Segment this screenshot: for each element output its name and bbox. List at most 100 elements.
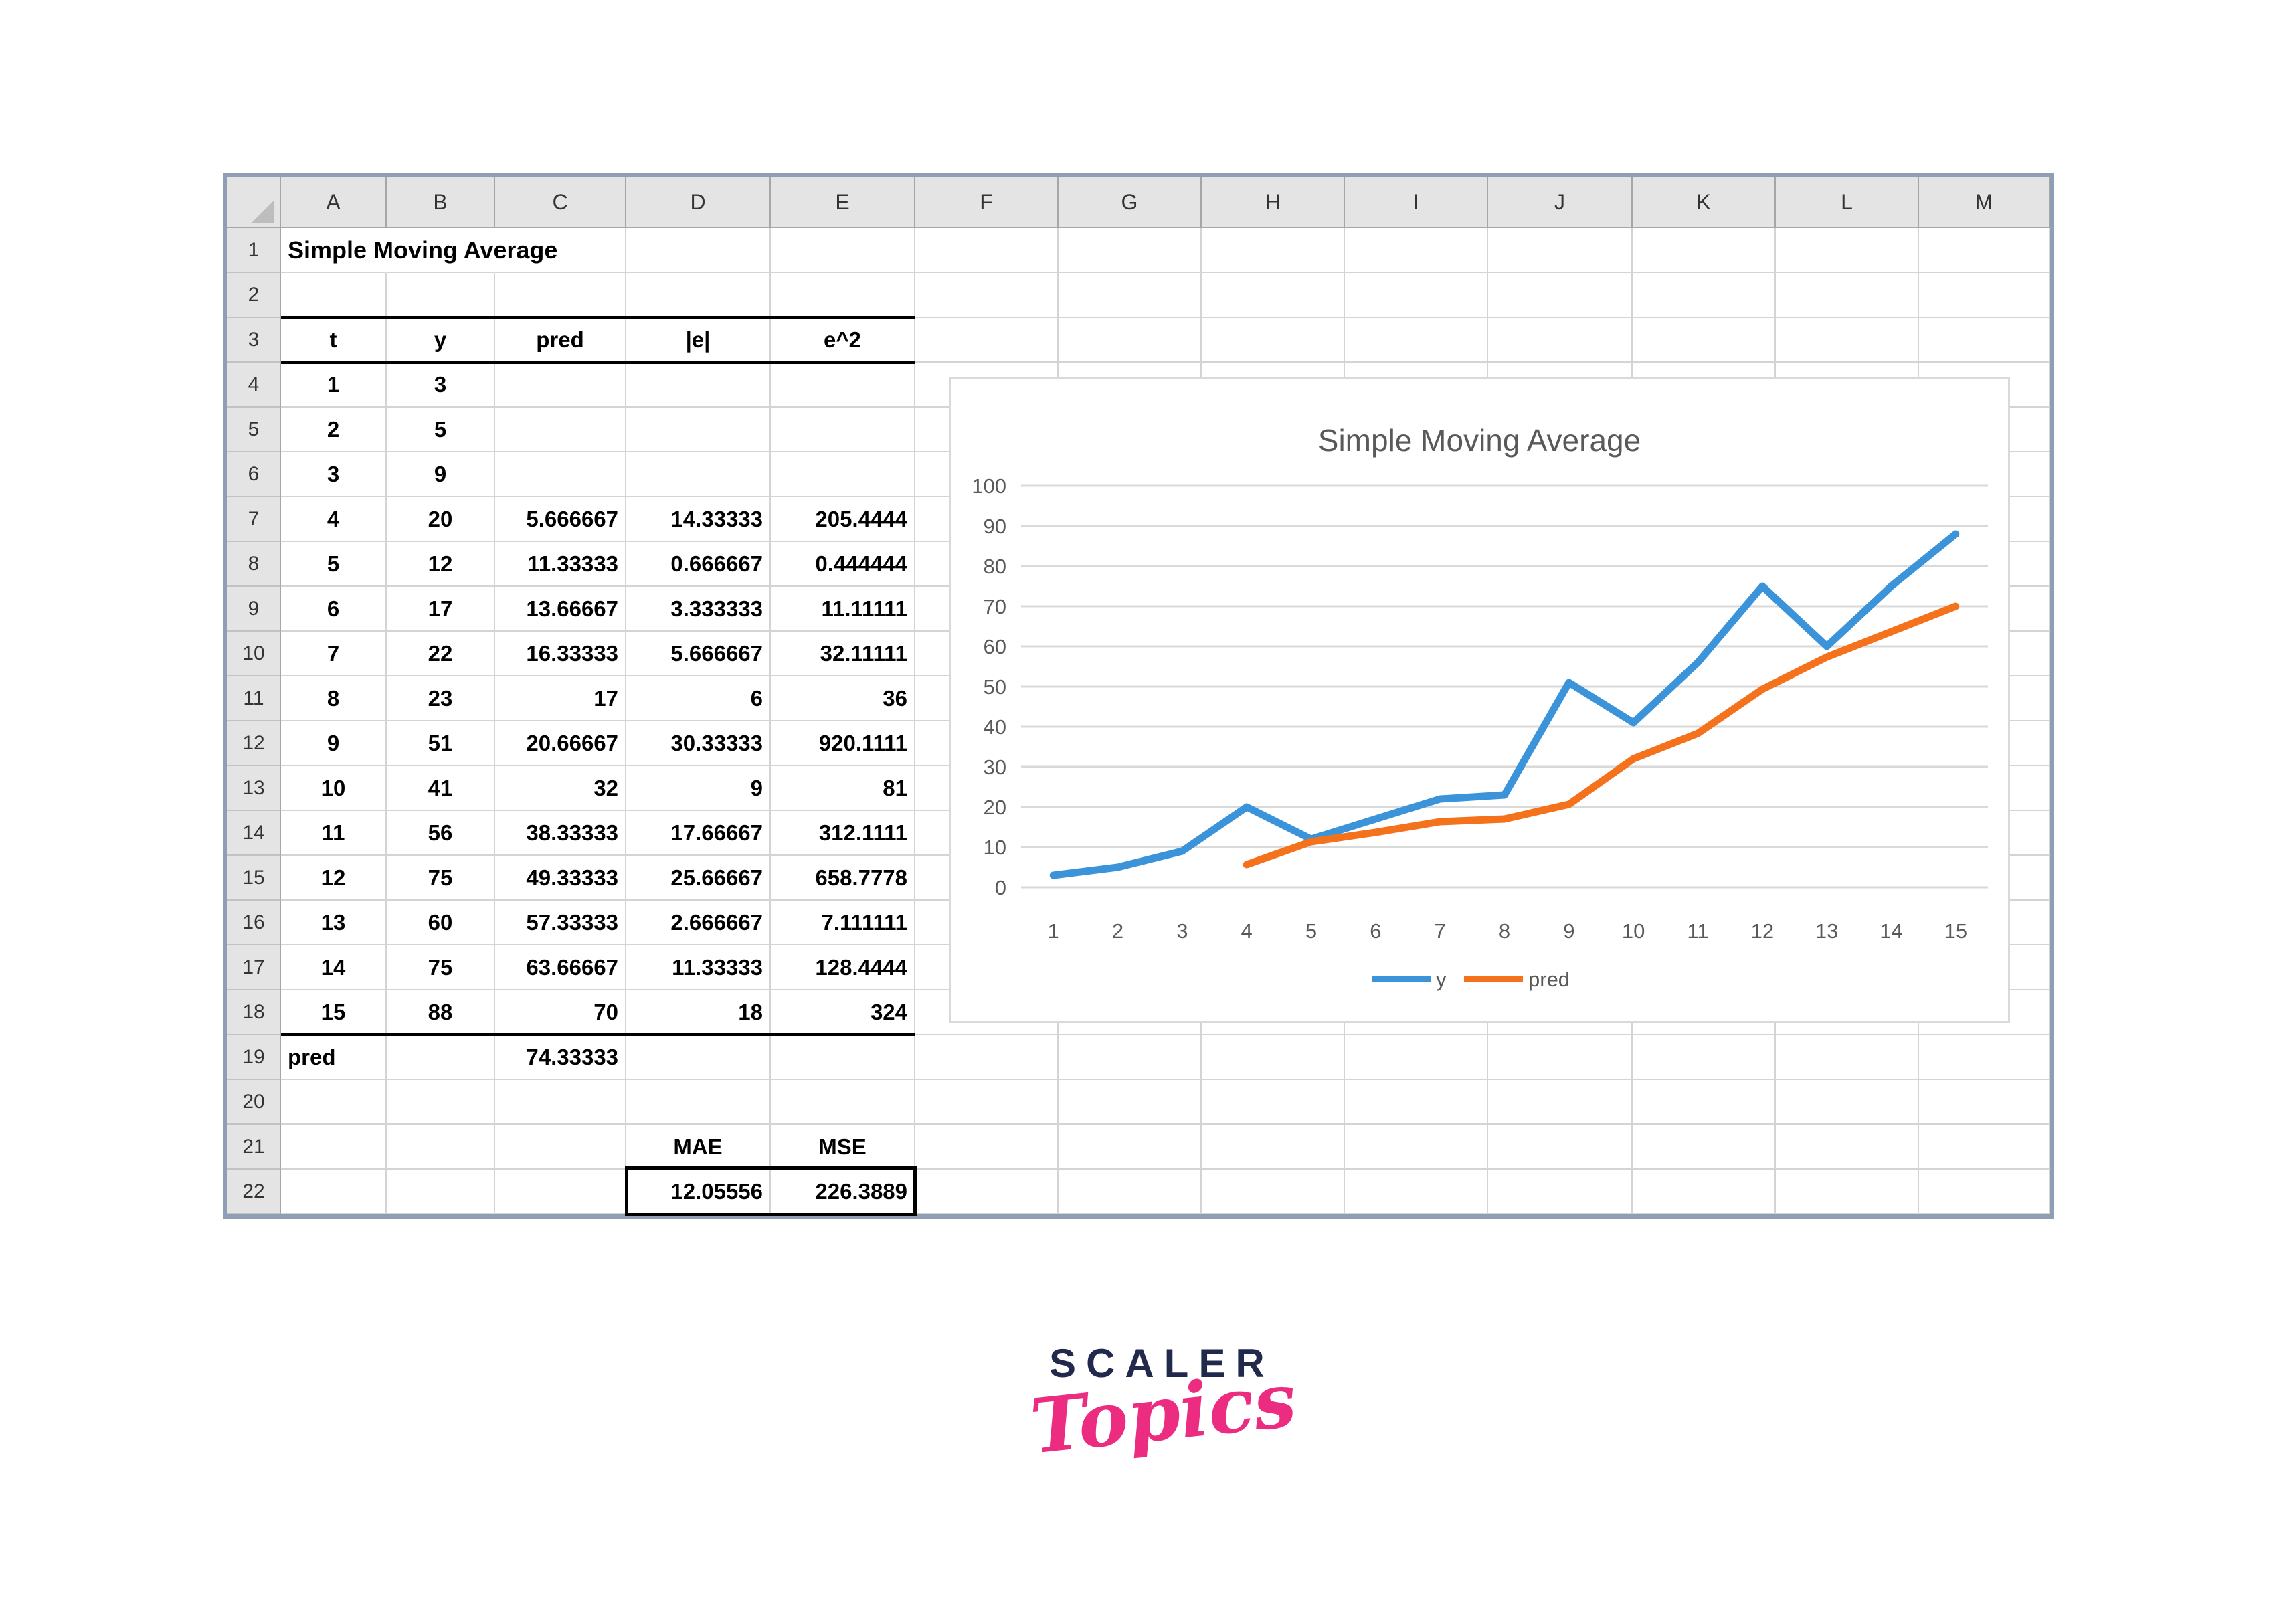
cell-J20[interactable] <box>1488 1080 1633 1125</box>
cell-J1[interactable] <box>1488 228 1633 273</box>
row-header-6[interactable]: 6 <box>227 452 281 497</box>
cell-E19[interactable] <box>771 1035 915 1080</box>
cell-B18[interactable]: 88 <box>387 990 495 1035</box>
cell-E18[interactable]: 324 <box>771 990 915 1035</box>
cell-B4[interactable]: 3 <box>387 363 495 408</box>
legend-swatch-y[interactable] <box>1372 976 1431 982</box>
cell-B16[interactable]: 60 <box>387 901 495 945</box>
cell-A5[interactable]: 2 <box>281 408 387 452</box>
cell-F20[interactable] <box>915 1080 1059 1125</box>
cell-A1[interactable]: Simple Moving Average <box>281 228 557 273</box>
row-header-2[interactable]: 2 <box>227 273 281 318</box>
cell-B19[interactable] <box>387 1035 495 1080</box>
cell-B5[interactable]: 5 <box>387 408 495 452</box>
row-header-11[interactable]: 11 <box>227 676 281 721</box>
cell-F22[interactable] <box>915 1170 1059 1214</box>
cell-C7[interactable]: 5.666667 <box>495 497 626 542</box>
cell-D21[interactable]: MAE <box>626 1125 771 1170</box>
cell-K19[interactable] <box>1633 1035 1776 1080</box>
cell-K20[interactable] <box>1633 1080 1776 1125</box>
cell-A2[interactable] <box>281 273 387 318</box>
col-header-D[interactable]: D <box>626 177 771 228</box>
cell-G1[interactable] <box>1059 228 1202 273</box>
cell-I20[interactable] <box>1345 1080 1488 1125</box>
cell-B15[interactable]: 75 <box>387 856 495 901</box>
cell-A13[interactable]: 10 <box>281 766 387 811</box>
cell-L22[interactable] <box>1776 1170 1919 1214</box>
cell-D10[interactable]: 5.666667 <box>626 632 771 676</box>
cell-L19[interactable] <box>1776 1035 1919 1080</box>
row-header-8[interactable]: 8 <box>227 542 281 587</box>
col-header-L[interactable]: L <box>1776 177 1919 228</box>
cell-E4[interactable] <box>771 363 915 408</box>
cell-C10[interactable]: 16.33333 <box>495 632 626 676</box>
cell-B14[interactable]: 56 <box>387 811 495 856</box>
cell-A4[interactable]: 1 <box>281 363 387 408</box>
cell-C3[interactable]: pred <box>495 318 626 363</box>
cell-C22[interactable] <box>495 1170 626 1214</box>
cell-F19[interactable] <box>915 1035 1059 1080</box>
legend-swatch-pred[interactable] <box>1464 976 1523 982</box>
row-header-4[interactable]: 4 <box>227 363 281 408</box>
cell-E5[interactable] <box>771 408 915 452</box>
cell-E13[interactable]: 81 <box>771 766 915 811</box>
cell-H2[interactable] <box>1202 273 1345 318</box>
cell-E9[interactable]: 11.11111 <box>771 587 915 632</box>
col-header-E[interactable]: E <box>771 177 915 228</box>
cell-C18[interactable]: 70 <box>495 990 626 1035</box>
cell-A19[interactable]: pred <box>281 1035 387 1080</box>
cell-M18[interactable] <box>1919 990 2050 1035</box>
cell-E11[interactable]: 36 <box>771 676 915 721</box>
cell-A20[interactable] <box>281 1080 387 1125</box>
col-header-H[interactable]: H <box>1202 177 1345 228</box>
cell-C21[interactable] <box>495 1125 626 1170</box>
cell-A8[interactable]: 5 <box>281 542 387 587</box>
cell-J21[interactable] <box>1488 1125 1633 1170</box>
cell-C15[interactable]: 49.33333 <box>495 856 626 901</box>
legend-label-y[interactable]: y <box>1436 968 1447 991</box>
cell-D2[interactable] <box>626 273 771 318</box>
cell-E8[interactable]: 0.444444 <box>771 542 915 587</box>
cell-E21[interactable]: MSE <box>771 1125 915 1170</box>
cell-G21[interactable] <box>1059 1125 1202 1170</box>
cell-C5[interactable] <box>495 408 626 452</box>
cell-D8[interactable]: 0.666667 <box>626 542 771 587</box>
cell-D16[interactable]: 2.666667 <box>626 901 771 945</box>
col-header-B[interactable]: B <box>387 177 495 228</box>
cell-E22[interactable]: 226.3889 <box>771 1170 915 1214</box>
row-header-19[interactable]: 19 <box>227 1035 281 1080</box>
cell-C13[interactable]: 32 <box>495 766 626 811</box>
row-header-18[interactable]: 18 <box>227 990 281 1035</box>
row-header-13[interactable]: 13 <box>227 766 281 811</box>
cell-B10[interactable]: 22 <box>387 632 495 676</box>
row-header-17[interactable]: 17 <box>227 945 281 990</box>
chart[interactable]: Simple Moving Average 0 10 20 30 40 50 60 70 80 90… <box>949 377 2010 1023</box>
cell-M2[interactable] <box>1919 273 2050 318</box>
cell-B8[interactable]: 12 <box>387 542 495 587</box>
cell-H22[interactable] <box>1202 1170 1345 1214</box>
cell-E14[interactable]: 312.1111 <box>771 811 915 856</box>
cell-B17[interactable]: 75 <box>387 945 495 990</box>
cell-A17[interactable]: 14 <box>281 945 387 990</box>
cell-D7[interactable]: 14.33333 <box>626 497 771 542</box>
col-header-F[interactable]: F <box>915 177 1059 228</box>
cell-E1[interactable] <box>771 228 915 273</box>
cell-C8[interactable]: 11.33333 <box>495 542 626 587</box>
cell-J19[interactable] <box>1488 1035 1633 1080</box>
cell-A16[interactable]: 13 <box>281 901 387 945</box>
row-header-9[interactable]: 9 <box>227 587 281 632</box>
cell-A18[interactable]: 15 <box>281 990 387 1035</box>
cell-M3[interactable] <box>1919 318 2050 363</box>
cell-L3[interactable] <box>1776 318 1919 363</box>
row-header-15[interactable]: 15 <box>227 856 281 901</box>
cell-D6[interactable] <box>626 452 771 497</box>
row-header-3[interactable]: 3 <box>227 318 281 363</box>
cell-B21[interactable] <box>387 1125 495 1170</box>
cell-A10[interactable]: 7 <box>281 632 387 676</box>
row-header-12[interactable]: 12 <box>227 721 281 766</box>
cell-I22[interactable] <box>1345 1170 1488 1214</box>
cell-C14[interactable]: 38.33333 <box>495 811 626 856</box>
cell-D11[interactable]: 6 <box>626 676 771 721</box>
row-header-1[interactable]: 1 <box>227 228 281 273</box>
cell-B2[interactable] <box>387 273 495 318</box>
